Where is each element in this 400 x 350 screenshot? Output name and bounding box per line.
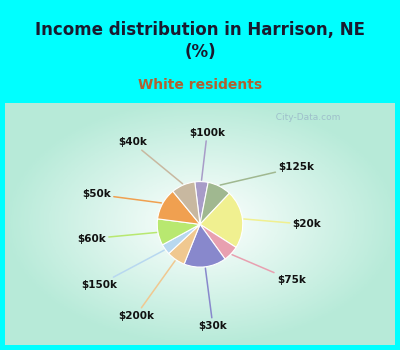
Wedge shape [200,182,229,224]
Text: $50k: $50k [82,189,161,203]
Wedge shape [184,224,225,267]
Text: $40k: $40k [118,138,182,184]
Text: $30k: $30k [198,268,227,330]
Text: $200k: $200k [118,261,175,321]
Wedge shape [157,219,200,245]
Wedge shape [173,182,200,224]
Text: $20k: $20k [244,219,321,229]
Text: White residents: White residents [138,78,262,92]
Text: City-Data.com: City-Data.com [270,113,340,122]
Wedge shape [162,224,200,253]
Text: $150k: $150k [81,250,164,290]
Wedge shape [158,191,200,224]
Text: $60k: $60k [77,232,156,244]
Text: $75k: $75k [232,255,306,285]
Text: $100k: $100k [189,128,225,180]
Wedge shape [169,224,200,264]
Wedge shape [195,182,208,224]
Text: Income distribution in Harrison, NE
(%): Income distribution in Harrison, NE (%) [35,21,365,61]
Text: $125k: $125k [220,162,314,185]
Wedge shape [200,224,236,259]
Wedge shape [200,193,243,247]
